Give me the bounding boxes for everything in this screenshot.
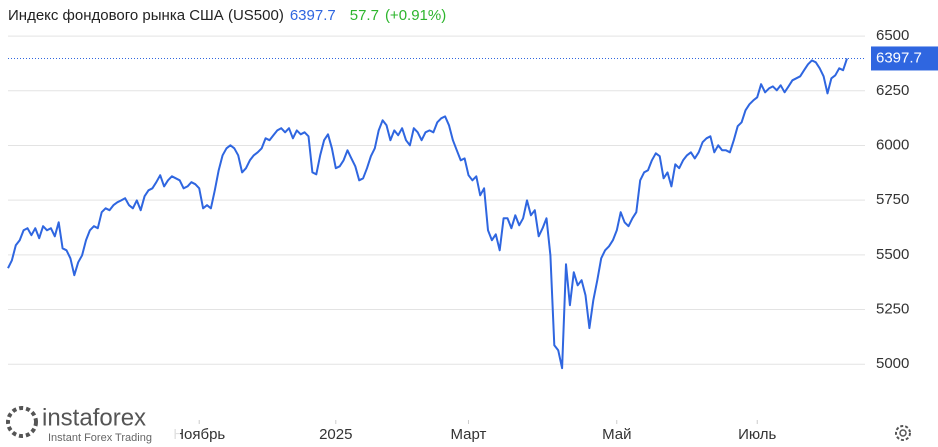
header-change-pct: (+0.91%)	[385, 7, 446, 24]
y-tick-label: 5000	[876, 355, 909, 372]
y-tick-label: 5500	[876, 246, 909, 263]
gear-teeth	[895, 425, 911, 441]
watermark-logo	[6, 406, 38, 438]
header-change: 57.7	[350, 7, 379, 24]
x-tick-label: Ноябрь	[173, 426, 225, 443]
price-line	[7, 58, 848, 370]
plot: 5000 5250 5500 5750 6000 6250 6500 Ноябрь 2025 Ма…	[0, 7, 938, 447]
chart-title: Индекс фондового рынка США (US500)	[8, 7, 284, 24]
last-price-label: 6397.7	[876, 49, 922, 66]
y-tick-label: 6500	[876, 27, 909, 44]
settings-icon[interactable]	[895, 425, 911, 441]
x-tick-label: Май	[602, 426, 631, 443]
last-price-tag	[871, 46, 938, 71]
x-tick-label: 2025	[319, 426, 352, 443]
watermark-name: instaforex	[42, 404, 146, 431]
header: Индекс фондового рынка США (US500) 6397.7…	[8, 7, 446, 24]
x-tick-label: Март	[451, 426, 487, 443]
y-tick-label: 6250	[876, 82, 909, 99]
x-tick-label: Июль	[738, 426, 776, 443]
gear-hub	[899, 429, 907, 437]
watermark-tagline: Instant Forex Trading	[48, 432, 152, 444]
y-tick-label: 6000	[876, 136, 909, 153]
y-tick-label: 5750	[876, 191, 909, 208]
header-price: 6397.7	[290, 7, 336, 24]
y-tick-label: 5250	[876, 301, 909, 318]
